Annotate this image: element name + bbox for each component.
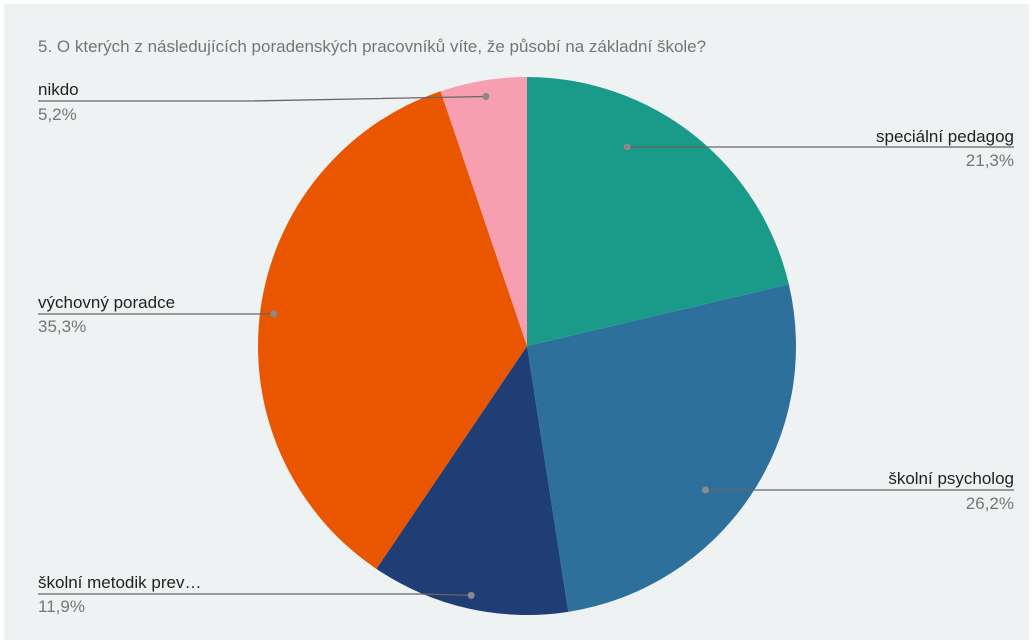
leader-dot-vychovny-poradce xyxy=(270,310,278,318)
slice-value-specialni-pedagog: 21,3% xyxy=(966,151,1014,170)
pie-slice-specialni-pedagog xyxy=(527,77,789,346)
slice-label-vychovny-poradce: výchovný poradce xyxy=(38,293,175,312)
slice-label-skolni-psycholog: školní psycholog xyxy=(888,469,1014,488)
pie-slices xyxy=(258,77,796,615)
slice-value-skolni-metodik-prevence: 11,9% xyxy=(38,597,85,616)
pie-callouts: speciální pedagog 21,3% školní psycholog 26… xyxy=(38,80,1014,616)
pie-slice-skolni-psycholog xyxy=(527,284,796,612)
leader-dot-skolni-metodik-prevence xyxy=(467,591,475,599)
leader-line-skolni-metodik-prevence xyxy=(38,593,472,597)
slice-label-nikdo: nikdo xyxy=(38,80,79,99)
leader-dot-nikdo xyxy=(482,93,490,101)
leader-dot-specialni-pedagog xyxy=(623,143,631,151)
pie-slice-skolni-metodik-prevence xyxy=(376,346,569,615)
pie-slice-vychovny-poradce xyxy=(258,91,527,569)
slice-label-skolni-metodik-prevence: školní metodik prev… xyxy=(38,573,201,592)
slice-value-vychovny-poradce: 35,3% xyxy=(38,317,86,336)
chart-title: 5. O kterých z následujících poradenskýc… xyxy=(38,37,706,56)
pie-slice-nikdo xyxy=(440,77,527,346)
slice-value-nikdo: 5,2% xyxy=(38,105,77,124)
slice-value-skolni-psycholog: 26,2% xyxy=(966,494,1014,513)
leader-dot-skolni-psycholog xyxy=(701,486,709,494)
slice-label-specialni-pedagog: speciální pedagog xyxy=(876,127,1014,146)
leader-line-nikdo xyxy=(38,95,486,102)
